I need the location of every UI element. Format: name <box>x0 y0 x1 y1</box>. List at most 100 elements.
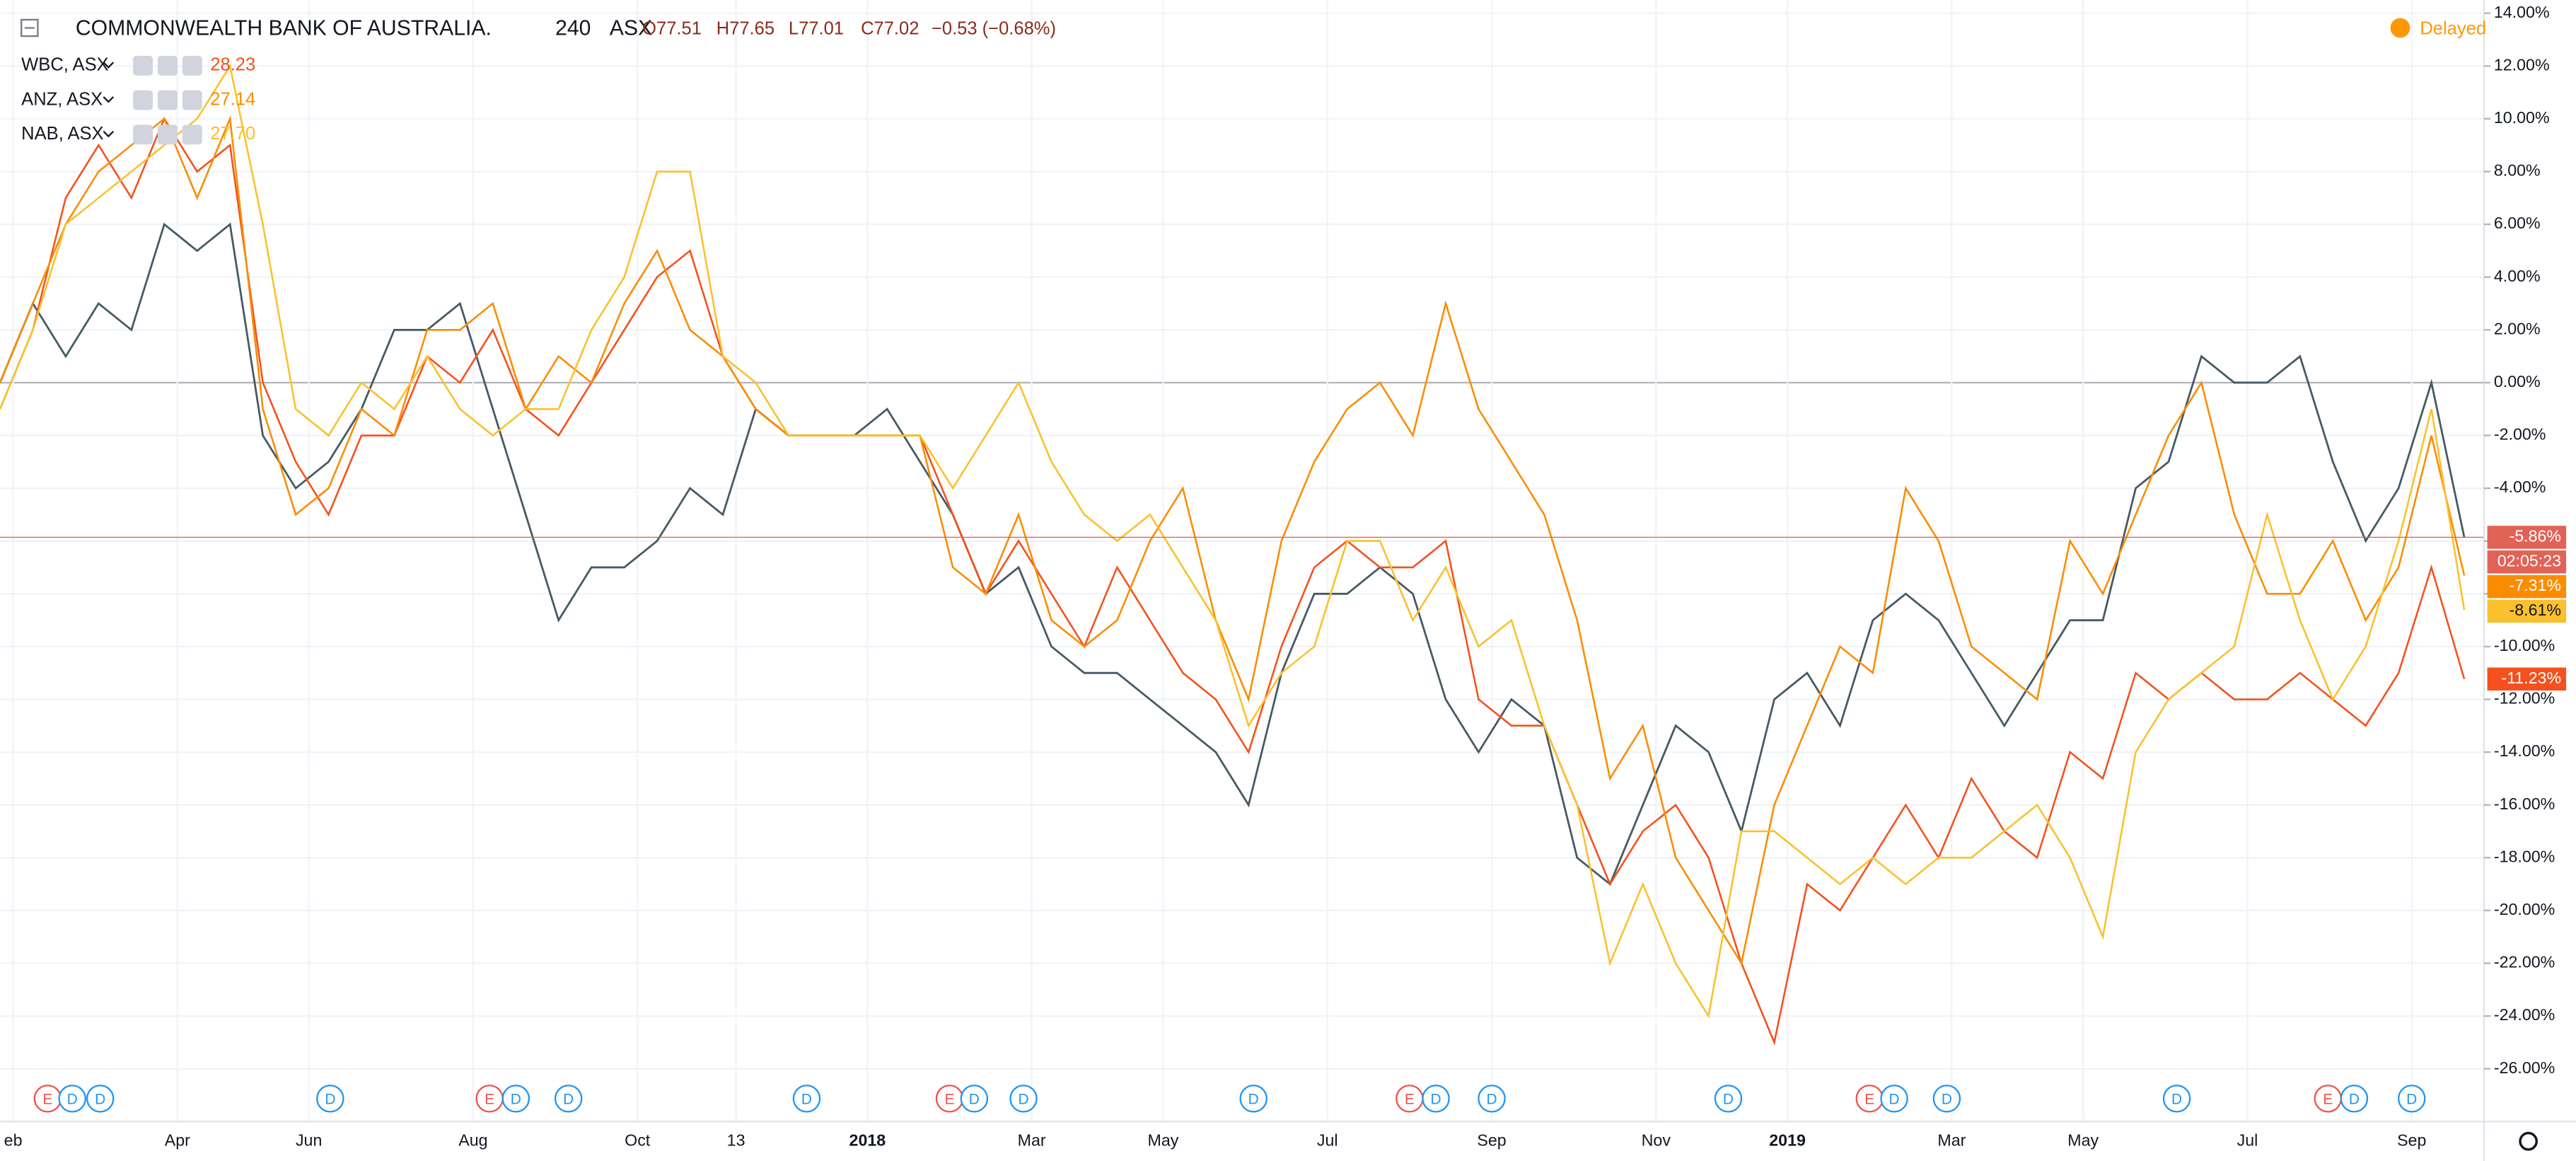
y-tick-label: 12.00% <box>2494 55 2550 74</box>
y-tick-label: 8.00% <box>2494 161 2541 180</box>
event-marker[interactable] <box>316 1085 344 1113</box>
x-tick-label: May <box>1148 1131 1179 1149</box>
event-marker[interactable] <box>1009 1085 1038 1113</box>
event-label: D <box>511 1092 521 1108</box>
series-line <box>0 63 2466 1019</box>
event-marker[interactable] <box>960 1085 989 1113</box>
y-tick-label: -10.00% <box>2494 636 2555 654</box>
delayed[interactable]: Delayed <box>2420 19 2486 39</box>
event-marker[interactable] <box>1880 1085 1908 1113</box>
y-tick-label: 14.00% <box>2494 3 2550 21</box>
event-marker[interactable] <box>2340 1085 2369 1113</box>
y-tick-label: 6.00% <box>2494 214 2541 232</box>
event-marker[interactable] <box>2162 1085 2191 1113</box>
legend-price: 27.14 <box>210 89 255 109</box>
event-marker[interactable] <box>1478 1085 1506 1113</box>
event-label: D <box>801 1092 812 1108</box>
event-label: D <box>1942 1092 1952 1108</box>
series-line <box>0 117 2466 1046</box>
event-label: D <box>2171 1092 2182 1108</box>
settings-button[interactable] <box>2519 1131 2538 1151</box>
y-tick-label: -2.00% <box>2494 425 2546 444</box>
x-tick-label: Jun <box>296 1131 322 1149</box>
y-tick-label: 2.00% <box>2494 319 2541 337</box>
event-label: D <box>67 1092 78 1108</box>
event-label: E <box>485 1092 494 1108</box>
y-tick-label: -24.00% <box>2494 1005 2555 1024</box>
close: C77.02 <box>861 19 919 39</box>
x-tick-label: 2019 <box>1769 1131 1806 1149</box>
legend-dropdown[interactable] <box>103 130 115 138</box>
x-tick-label: Nov <box>1642 1131 1671 1149</box>
event-label: D <box>2349 1092 2360 1108</box>
x-tick-label: Oct <box>625 1131 651 1149</box>
y-tick-label: -12.00% <box>2494 689 2555 707</box>
x-tick-label: Jul <box>2237 1131 2258 1149</box>
legend-button[interactable] <box>182 90 202 110</box>
legend-button[interactable] <box>182 55 202 76</box>
y-tick-label: -20.00% <box>2494 900 2555 918</box>
legend-button[interactable] <box>182 125 202 145</box>
legend-name: NAB, ASX <box>21 124 103 144</box>
event-label: D <box>1431 1092 1441 1108</box>
exchange: ASX <box>610 17 652 40</box>
last-value-box <box>2487 574 2567 599</box>
event-marker[interactable] <box>1422 1085 1450 1113</box>
x-tick-label: May <box>2067 1131 2099 1149</box>
y-tick-label: -14.00% <box>2494 741 2555 760</box>
legend-button[interactable] <box>133 125 153 145</box>
change: −0.53 (−0.68%) <box>932 19 1056 39</box>
countdown: 02:05:23 <box>2497 551 2561 570</box>
event-label: D <box>1248 1092 1259 1108</box>
event-label: D <box>563 1092 574 1108</box>
last-value-label: -11.23% <box>2501 669 2561 687</box>
y-tick-label: -22.00% <box>2494 953 2555 971</box>
event-label: D <box>969 1092 980 1108</box>
x-tick-label: 13 <box>727 1131 745 1149</box>
legend-button[interactable] <box>157 55 178 76</box>
legend-name: ANZ, ASX <box>21 89 103 109</box>
y-tick-label: 4.00% <box>2494 267 2541 285</box>
x-tick-label: Mar <box>1018 1131 1046 1149</box>
last-value-label: -5.86% <box>2510 527 2562 545</box>
event-label: D <box>1889 1092 1900 1108</box>
event-label: D <box>2406 1092 2417 1108</box>
event-marker[interactable] <box>792 1085 821 1113</box>
legend-button[interactable] <box>133 90 153 110</box>
x-tick-label: Jul <box>1317 1131 1338 1149</box>
event-marker[interactable] <box>1714 1085 1743 1113</box>
last-value-box <box>2487 667 2567 691</box>
legend-dropdown[interactable] <box>103 96 115 103</box>
legend-button[interactable] <box>157 125 178 145</box>
y-tick-label: 10.00% <box>2494 108 2550 127</box>
event-marker[interactable] <box>554 1085 583 1113</box>
collapse-button[interactable] <box>21 18 39 37</box>
y-tick-label: -26.00% <box>2494 1058 2555 1077</box>
legend-button[interactable] <box>157 90 178 110</box>
high: H77.65 <box>716 19 774 39</box>
last-value-label: -7.31% <box>2510 576 2562 594</box>
grid <box>0 0 2484 1122</box>
legend-dropdown[interactable] <box>103 62 115 69</box>
event-marker[interactable] <box>58 1085 86 1113</box>
x-tick-label: Sep <box>2397 1131 2426 1149</box>
last-value-box <box>2487 526 2567 549</box>
event-marker[interactable] <box>86 1085 115 1113</box>
y-tick-label: -18.00% <box>2494 847 2555 865</box>
event-marker[interactable] <box>2397 1085 2426 1113</box>
symbol: COMMONWEALTH BANK OF AUSTRALIA. <box>76 17 492 40</box>
event-marker[interactable] <box>501 1085 530 1113</box>
last-value-box <box>2487 599 2567 623</box>
interval: 240 <box>555 17 591 40</box>
x-tick-label: Sep <box>1477 1131 1506 1149</box>
delayed-icon <box>2390 18 2410 38</box>
event-marker[interactable] <box>1932 1085 1961 1113</box>
legend-button[interactable] <box>133 55 153 76</box>
last-value-label: -8.61% <box>2510 601 2562 619</box>
open: O77.51 <box>642 19 702 39</box>
event-label: D <box>1486 1092 1497 1108</box>
event-marker[interactable] <box>1239 1085 1267 1113</box>
event-label: E <box>945 1092 955 1108</box>
